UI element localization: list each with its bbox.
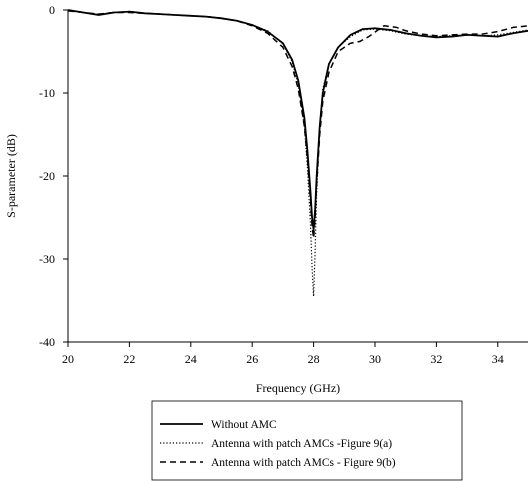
series-line-2 <box>68 10 528 297</box>
y-tick-label: -40 <box>39 335 55 349</box>
plot-area <box>67 10 528 343</box>
x-tick-label: 30 <box>369 352 381 366</box>
legend-label-2: Antenna with patch AMCs -Figure 9(a) <box>211 438 392 450</box>
legend-label-3: Antenna with patch AMCs - Figure 9(b) <box>211 457 396 469</box>
y-tick-label: -10 <box>39 86 55 100</box>
x-axis-title: Frequency (GHz) <box>256 381 340 395</box>
x-tick-label: 26 <box>246 352 258 366</box>
y-tick-label: 0 <box>49 3 55 17</box>
x-tick-label: 34 <box>492 352 504 366</box>
y-tick-label: -20 <box>39 169 55 183</box>
legend: Without AMC Antenna with patch AMCs -Figu… <box>151 400 463 481</box>
y-tick-label: -30 <box>39 252 55 266</box>
legend-label-1: Without AMC <box>211 419 277 431</box>
x-tick-label: 32 <box>430 352 442 366</box>
series-layer <box>68 9 528 297</box>
x-tick-label: 22 <box>123 352 135 366</box>
x-axis-ticks: 20 22 24 26 28 30 32 34 <box>62 342 504 366</box>
legend-box <box>151 400 463 481</box>
y-axis-title: S-parameter (dB) <box>4 134 18 218</box>
series-line-3 <box>68 10 528 239</box>
x-tick-label: 24 <box>185 352 197 366</box>
series-line-1 <box>68 9 528 231</box>
x-tick-label: 28 <box>308 352 320 366</box>
y-axis-ticks: 0 -10 -20 -30 -40 <box>39 3 68 349</box>
x-tick-label: 20 <box>62 352 74 366</box>
